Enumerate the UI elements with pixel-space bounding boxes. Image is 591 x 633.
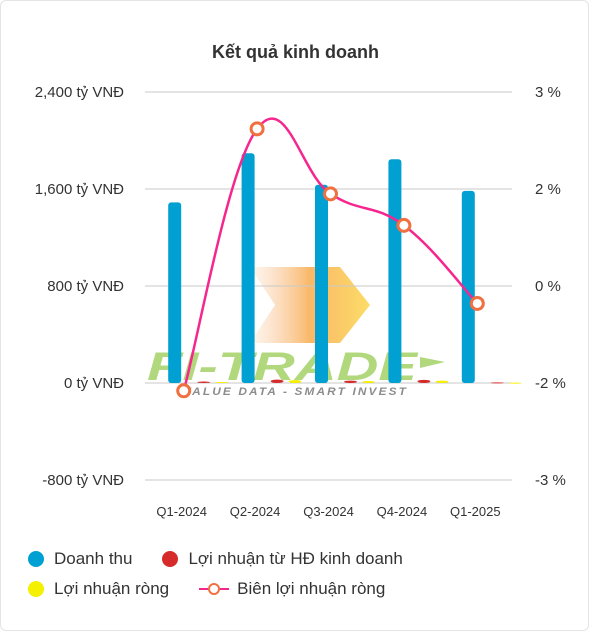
net-margin-point-Q2-2024[interactable] — [249, 121, 265, 137]
net-margin-line — [176, 117, 485, 399]
bar-l-i-nhu-n-r-ng-Q4-2024[interactable] — [435, 380, 449, 383]
chart-legend: Doanh thu Lợi nhuận từ HĐ kinh doanh Lợi… — [28, 544, 568, 604]
bar-doanh-thu-Q1-2024[interactable] — [168, 202, 182, 383]
x-tick-label: Q1-2025 — [450, 504, 501, 519]
bar-doanh-thu-Q3-2024[interactable] — [315, 184, 328, 383]
net-profit-marker-icon — [28, 581, 44, 597]
bar-l-i-nhu-n-t-h-kinh-doanh-Q2-2024[interactable] — [270, 379, 284, 383]
right-tick-label: 0 % — [535, 278, 561, 295]
legend-item-operating-profit[interactable]: Lợi nhuận từ HĐ kinh doanh — [162, 549, 403, 569]
revenue-marker-icon — [28, 551, 44, 567]
bar-doanh-thu-Q4-2024[interactable] — [388, 159, 402, 383]
net-margin-point-Q1-2025[interactable] — [469, 295, 485, 311]
operating-profit-marker-icon — [162, 551, 179, 567]
left-tick-label: 800 tỷ VNĐ — [47, 278, 124, 295]
net-margin-point-Q1-2024[interactable] — [176, 383, 192, 399]
legend-item-net-profit[interactable]: Lợi nhuận ròng — [28, 579, 169, 599]
right-tick-label: 2 % — [535, 181, 561, 198]
x-tick-label: Q2-2024 — [230, 504, 281, 519]
bar-l-i-nhu-n-r-ng-Q1-2025[interactable] — [508, 382, 522, 384]
legend-label-net-margin: Biên lợi nhuận ròng — [237, 579, 386, 598]
right-axis-labels: 3 % 2 % 0 % -2 % -3 % — [535, 84, 566, 489]
bar-l-i-nhu-n-t-h-kinh-doanh-Q1-2024[interactable] — [197, 381, 211, 383]
x-axis-labels: Q1-2024 Q2-2024 Q3-2024 Q4-2024 Q1-2025 — [156, 504, 500, 519]
legend-label-operating-profit: Lợi nhuận từ HĐ kinh doanh — [188, 549, 403, 568]
bar-l-i-nhu-n-r-ng-Q2-2024[interactable] — [288, 380, 302, 383]
chart-title: Kết quả kinh doanh — [211, 42, 379, 62]
right-tick-label: -3 % — [535, 472, 566, 489]
bar-l-i-nhu-n-t-h-kinh-doanh-Q4-2024[interactable] — [417, 379, 431, 383]
bar-doanh-thu-Q1-2025[interactable] — [461, 190, 475, 383]
legend-label-net-profit: Lợi nhuận ròng — [54, 579, 170, 598]
bar-doanh-thu-Q2-2024[interactable] — [241, 153, 255, 383]
bars — [168, 153, 522, 384]
legend-item-revenue[interactable]: Doanh thu — [28, 549, 132, 569]
left-tick-label: -800 tỷ VNĐ — [42, 472, 124, 489]
legend-label-revenue: Doanh thu — [54, 549, 133, 568]
watermark-tagline: VALUE DATA - SMART INVEST — [183, 386, 408, 398]
watermark-brand-arrow — [420, 357, 445, 368]
x-tick-label: Q1-2024 — [156, 504, 207, 519]
bar-l-i-nhu-n-t-h-kinh-doanh-Q3-2024[interactable] — [344, 380, 357, 383]
business-results-chart: 2,400 tỷ VNĐ 1,600 tỷ VNĐ 800 tỷ VNĐ 0 tỷ V… — [35, 84, 566, 519]
bar-l-i-nhu-n-r-ng-Q1-2024[interactable] — [215, 382, 229, 384]
x-tick-label: Q3-2024 — [303, 504, 354, 519]
legend-item-net-margin[interactable]: Biên lợi nhuận ròng — [199, 579, 385, 599]
left-tick-label: 2,400 tỷ VNĐ — [35, 84, 124, 101]
net-margin-series-line — [182, 117, 479, 392]
right-tick-label: 3 % — [535, 84, 561, 101]
left-tick-label: 0 tỷ VNĐ — [64, 375, 124, 392]
left-tick-label: 1,600 tỷ VNĐ — [35, 181, 124, 198]
bar-l-i-nhu-n-r-ng-Q3-2024[interactable] — [362, 381, 375, 383]
net-margin-line-icon — [199, 581, 230, 597]
left-axis-labels: 2,400 tỷ VNĐ 1,600 tỷ VNĐ 800 tỷ VNĐ 0 tỷ V… — [35, 84, 124, 489]
right-tick-label: -2 % — [535, 375, 566, 392]
grid-lines — [145, 91, 512, 481]
net-margin-point-Q4-2024[interactable] — [396, 217, 412, 233]
net-margin-point-Q3-2024[interactable] — [323, 186, 338, 202]
bar-l-i-nhu-n-t-h-kinh-doanh-Q1-2025[interactable] — [490, 382, 504, 384]
x-tick-label: Q4-2024 — [377, 504, 428, 519]
